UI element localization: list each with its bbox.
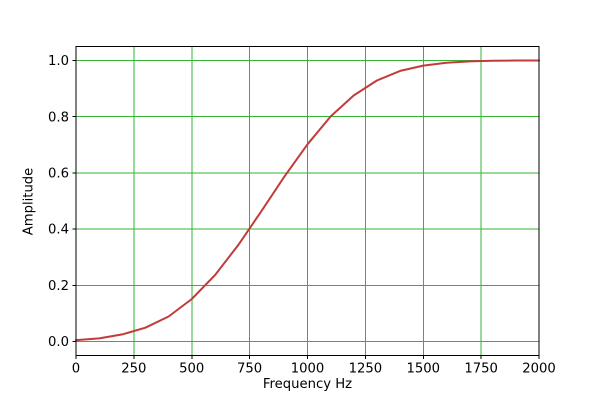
y-tick-label: 0.4 (48, 223, 69, 238)
y-tick-label: 0.6 (48, 167, 69, 182)
y-tick-label: 1.0 (48, 54, 69, 69)
x-tick-label: 1750 (464, 362, 498, 377)
x-tick-label: 1500 (406, 362, 440, 377)
y-tick-label: 0.8 (48, 110, 69, 125)
x-tick-label: 2000 (522, 362, 556, 377)
y-axis-label: Amplitude (21, 167, 37, 236)
amplitude-response-curve (75, 59, 540, 342)
x-tick-label: 750 (237, 362, 262, 377)
y-tick-label: 0.0 (48, 335, 69, 350)
x-tick-label: 250 (121, 362, 146, 377)
x-tick-label: 1000 (291, 362, 325, 377)
y-tick-label: 0.2 (48, 279, 69, 294)
x-axis-label: Frequency Hz (262, 377, 353, 392)
x-tick-label: 1250 (349, 362, 383, 377)
x-tick-label: 500 (179, 362, 204, 377)
x-tick-label: 0 (72, 362, 80, 377)
